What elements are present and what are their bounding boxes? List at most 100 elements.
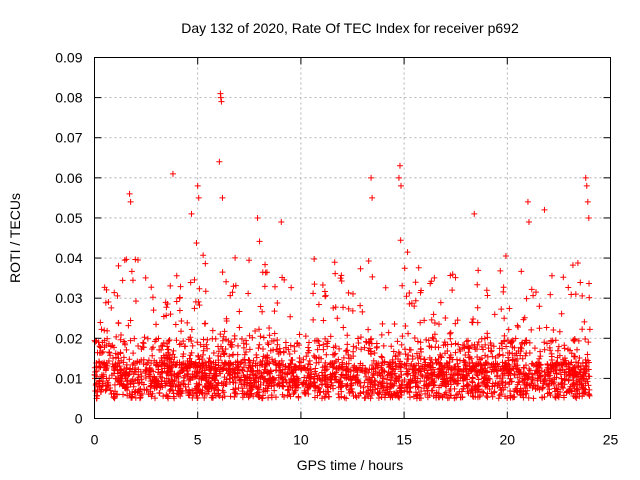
data-point <box>498 367 505 374</box>
data-point <box>205 378 212 385</box>
data-point <box>572 390 579 397</box>
data-point <box>542 377 549 384</box>
data-point <box>413 380 420 387</box>
data-point <box>456 346 463 353</box>
outlier-point <box>396 162 403 169</box>
data-point <box>447 385 454 392</box>
data-point <box>576 393 583 400</box>
data-point <box>203 384 210 391</box>
data-point <box>395 373 402 380</box>
data-point <box>582 356 589 363</box>
data-point <box>572 291 579 298</box>
data-point <box>338 272 345 279</box>
data-point <box>335 384 342 391</box>
data-point <box>452 378 459 385</box>
data-point <box>380 342 387 349</box>
data-point <box>516 366 523 373</box>
data-point <box>414 392 421 399</box>
data-point <box>92 388 99 395</box>
data-point <box>149 352 156 359</box>
data-point <box>480 375 487 382</box>
data-point <box>583 367 590 374</box>
outlier-point <box>584 198 591 205</box>
data-point <box>576 378 583 385</box>
data-point <box>321 394 328 401</box>
data-point <box>520 394 527 401</box>
data-point <box>153 382 160 389</box>
data-point <box>547 347 554 354</box>
data-point <box>115 355 122 362</box>
data-point <box>187 389 194 396</box>
data-point <box>359 308 366 315</box>
data-point <box>340 354 347 361</box>
data-point <box>129 393 136 400</box>
data-point <box>271 283 278 290</box>
data-point <box>192 359 199 366</box>
data-point <box>202 260 209 267</box>
data-point <box>104 335 111 342</box>
data-point <box>415 384 422 391</box>
data-point <box>193 240 200 247</box>
data-point <box>99 373 106 380</box>
data-point <box>113 375 120 382</box>
data-point <box>479 380 486 387</box>
data-point <box>397 389 404 396</box>
data-point <box>330 363 337 370</box>
data-point <box>302 333 309 340</box>
data-point <box>424 394 431 401</box>
data-point <box>388 377 395 384</box>
data-point <box>431 274 438 281</box>
data-point <box>470 364 477 371</box>
data-point <box>418 388 425 395</box>
data-point <box>340 304 347 311</box>
data-point <box>447 335 454 342</box>
data-point <box>157 384 164 391</box>
data-point <box>182 383 189 390</box>
data-point <box>232 373 239 380</box>
data-point <box>453 392 460 399</box>
data-point <box>249 334 256 341</box>
data-point <box>141 334 148 341</box>
data-point <box>401 376 408 383</box>
data-point <box>343 347 350 354</box>
data-point <box>161 360 168 367</box>
data-point <box>412 370 419 377</box>
data-point <box>320 317 327 324</box>
data-point <box>396 394 403 401</box>
data-point <box>503 343 510 350</box>
data-point <box>167 311 174 318</box>
data-point <box>264 385 271 392</box>
data-point <box>100 360 107 367</box>
data-point <box>401 361 408 368</box>
data-point <box>560 392 567 399</box>
data-point <box>492 360 499 367</box>
data-point <box>328 373 335 380</box>
data-point <box>505 371 512 378</box>
data-point <box>391 320 398 327</box>
data-point <box>187 377 194 384</box>
data-point <box>101 327 108 334</box>
data-point <box>405 330 412 337</box>
data-point <box>291 343 298 350</box>
data-point <box>132 256 139 263</box>
data-point <box>431 320 438 327</box>
data-point <box>494 372 501 379</box>
data-point <box>209 327 216 334</box>
data-point <box>112 354 119 361</box>
data-point <box>402 384 409 391</box>
data-point <box>287 342 294 349</box>
data-point <box>355 392 362 399</box>
data-point <box>223 367 230 374</box>
data-point <box>365 326 372 333</box>
data-point <box>266 325 273 332</box>
data-point <box>310 316 317 323</box>
data-point <box>165 349 172 356</box>
data-point <box>250 372 257 379</box>
data-point <box>561 345 568 352</box>
data-point <box>459 344 466 351</box>
data-point <box>281 366 288 373</box>
data-point <box>318 381 325 388</box>
data-point <box>500 288 507 295</box>
data-point <box>288 284 295 291</box>
data-point <box>404 249 411 256</box>
